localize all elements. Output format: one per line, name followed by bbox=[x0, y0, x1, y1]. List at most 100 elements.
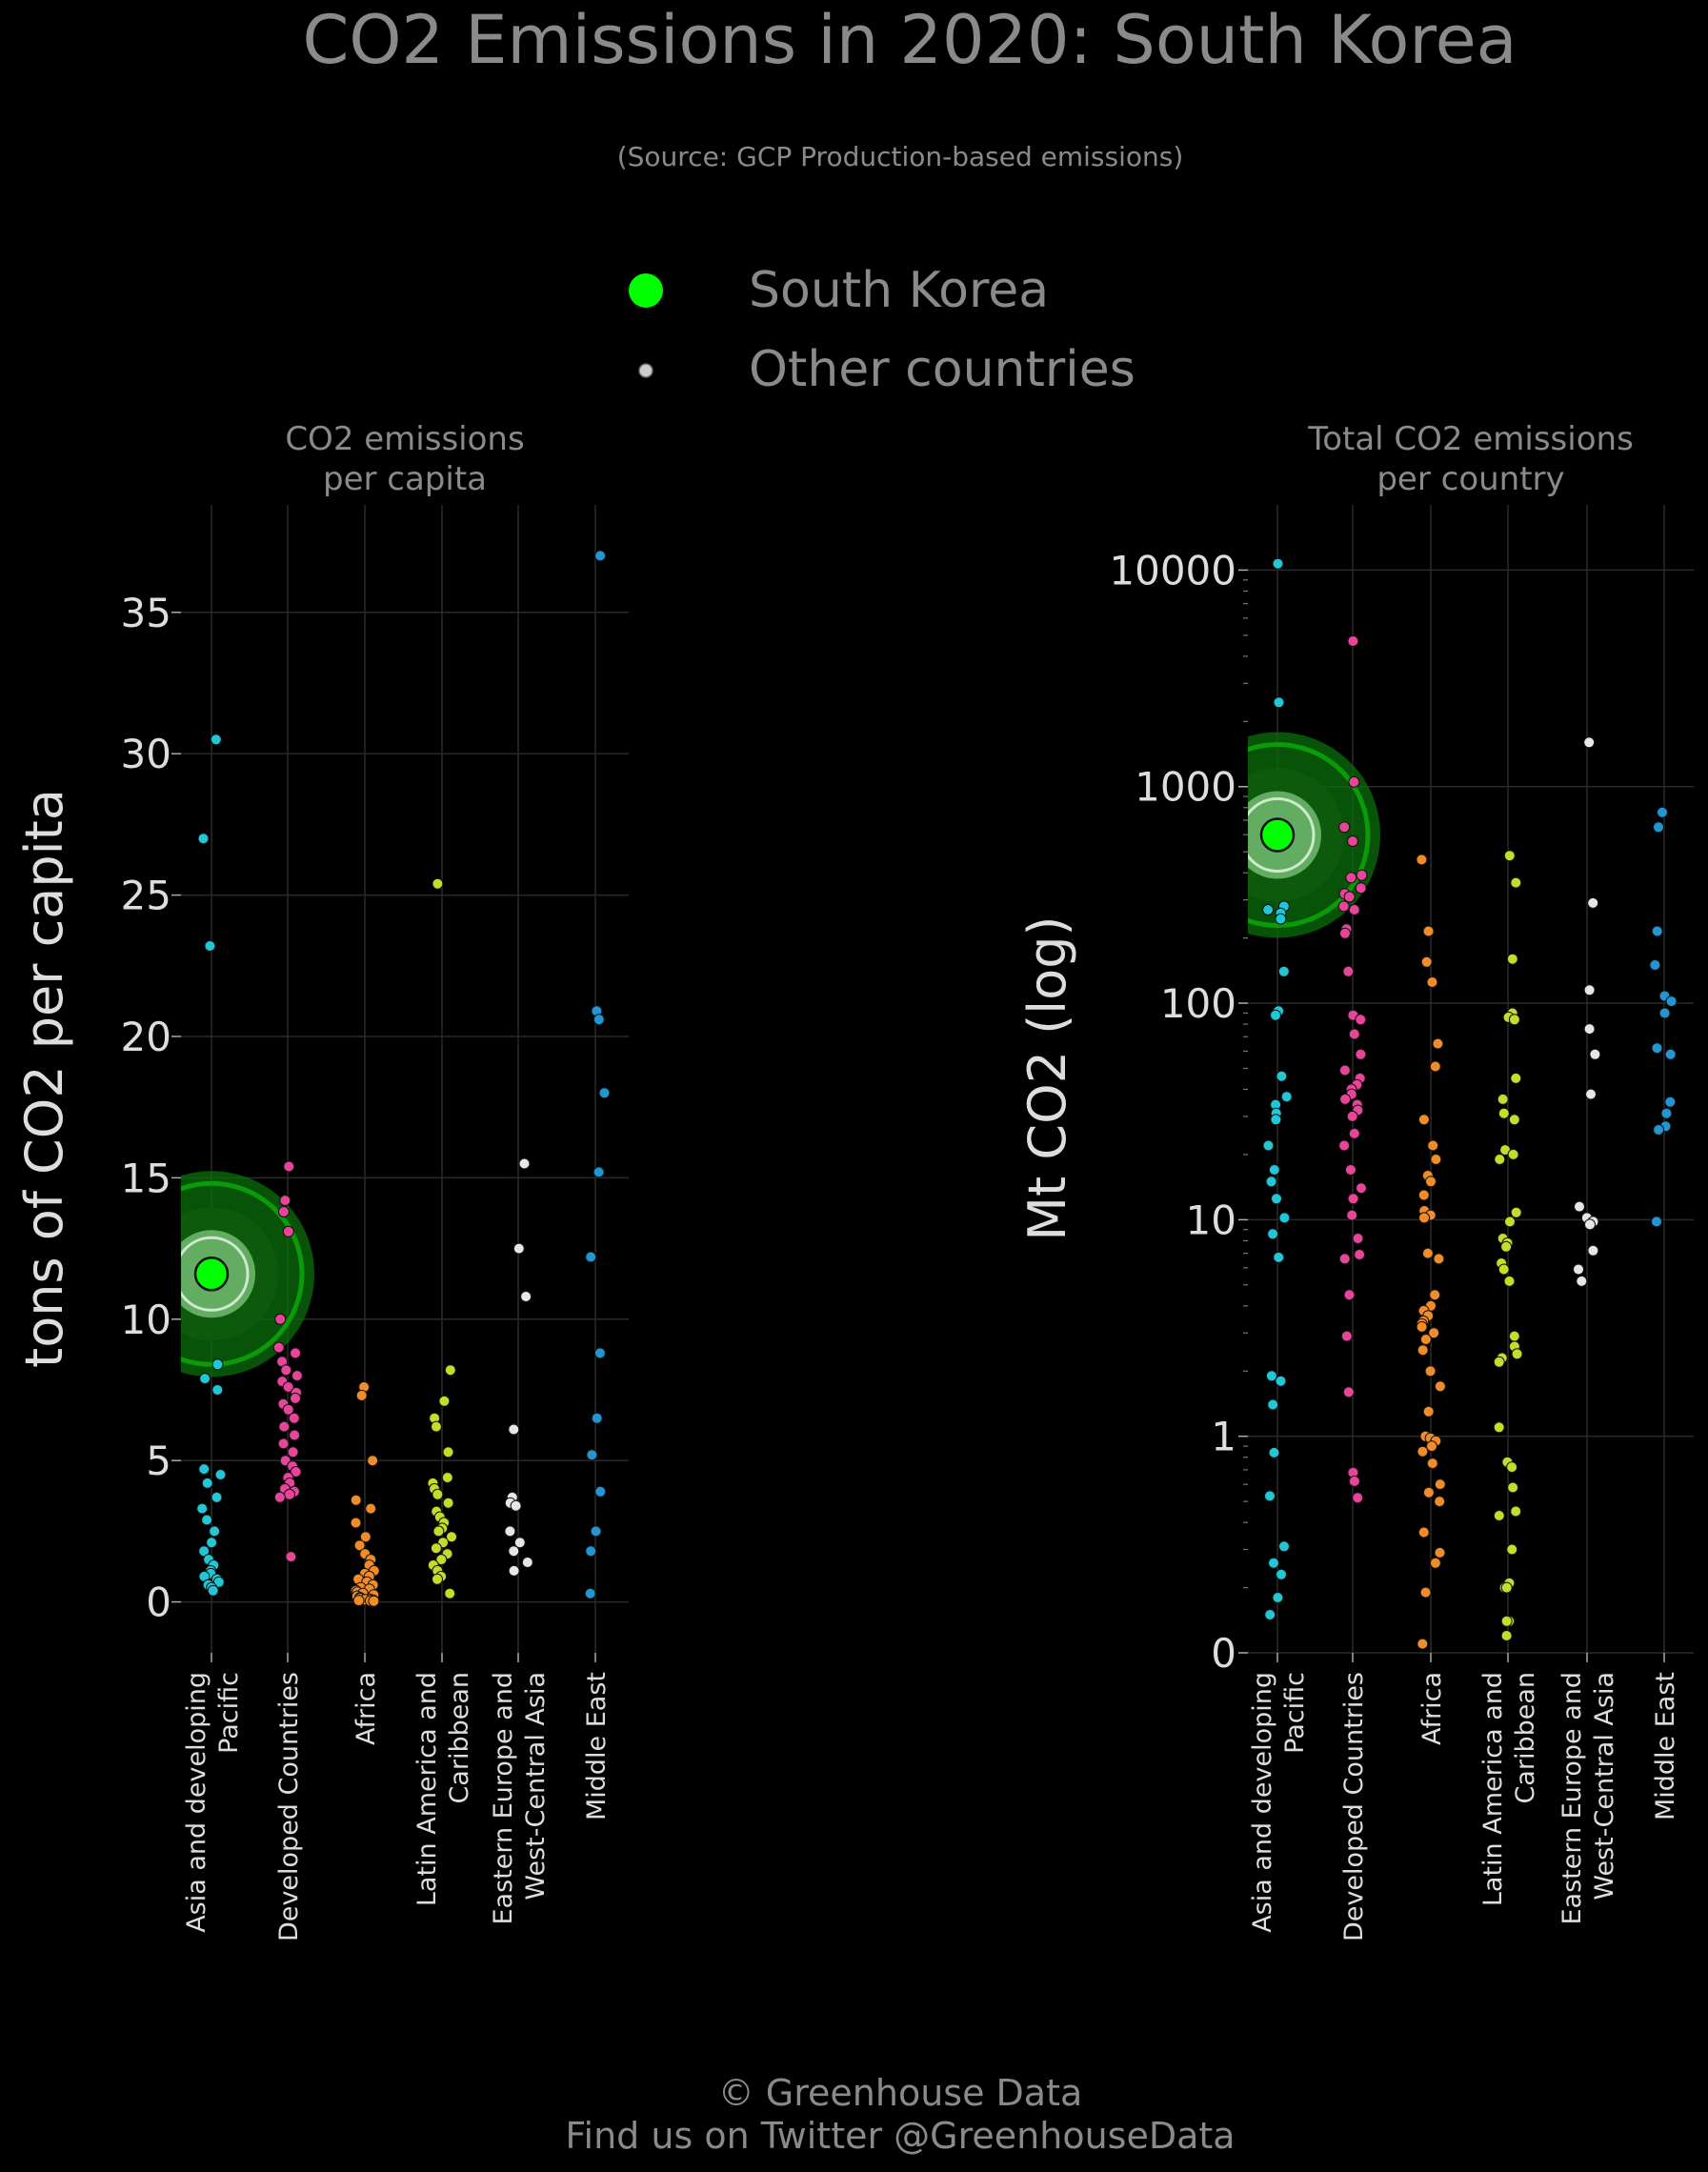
data-point bbox=[1348, 1475, 1360, 1487]
data-point bbox=[1493, 1421, 1505, 1434]
data-point bbox=[1497, 1263, 1510, 1276]
data-point bbox=[1493, 1356, 1505, 1368]
data-point bbox=[1417, 1344, 1429, 1357]
data-point bbox=[1430, 1154, 1442, 1165]
y-tick-label: 35 bbox=[121, 590, 171, 636]
data-point bbox=[1355, 882, 1367, 895]
data-point bbox=[1649, 959, 1661, 971]
data-point bbox=[1347, 1193, 1359, 1205]
data-point bbox=[1337, 900, 1350, 913]
data-point bbox=[206, 1537, 218, 1549]
data-point bbox=[1268, 1557, 1279, 1569]
halo-ring bbox=[181, 1180, 305, 1367]
data-point bbox=[1262, 904, 1275, 915]
data-point bbox=[1338, 1139, 1351, 1152]
y-tick-label: 5 bbox=[146, 1438, 171, 1484]
data-point bbox=[211, 1491, 223, 1503]
data-point bbox=[518, 1157, 531, 1170]
data-point bbox=[285, 1551, 297, 1563]
data-point bbox=[201, 1477, 213, 1489]
data-point bbox=[1272, 1592, 1284, 1603]
data-point bbox=[1344, 1164, 1356, 1176]
data-point bbox=[508, 1564, 520, 1577]
data-point bbox=[214, 1469, 227, 1480]
data-point bbox=[1660, 1107, 1673, 1119]
data-point bbox=[1507, 1481, 1519, 1494]
legend-marker-other bbox=[638, 363, 653, 378]
data-point bbox=[277, 1438, 290, 1450]
data-point bbox=[1658, 1007, 1671, 1019]
data-point bbox=[1264, 1490, 1276, 1502]
data-point bbox=[520, 1291, 532, 1302]
data-point bbox=[282, 1381, 294, 1393]
data-point bbox=[1653, 821, 1664, 834]
data-point bbox=[1422, 1486, 1435, 1498]
y-tick-label: 1 bbox=[1211, 1414, 1236, 1460]
data-point bbox=[367, 1455, 379, 1467]
data-point bbox=[441, 1472, 453, 1483]
data-point bbox=[1510, 1206, 1522, 1218]
data-point bbox=[1587, 1244, 1599, 1257]
data-point bbox=[1342, 965, 1355, 977]
data-point bbox=[209, 1525, 221, 1538]
data-point bbox=[1280, 1091, 1293, 1103]
y-tick-label: 100 bbox=[1160, 980, 1236, 1027]
data-point bbox=[594, 1485, 607, 1498]
data-point bbox=[1275, 913, 1287, 925]
data-point bbox=[1506, 953, 1518, 965]
data-point bbox=[1278, 1540, 1290, 1553]
data-point bbox=[1354, 1249, 1366, 1260]
data-point bbox=[1264, 1609, 1276, 1620]
data-point bbox=[1347, 835, 1358, 847]
data-point bbox=[1434, 1380, 1446, 1393]
data-point bbox=[1265, 1176, 1277, 1188]
data-point bbox=[598, 1087, 611, 1099]
data-point bbox=[1416, 854, 1428, 866]
y-tick-label: 10 bbox=[121, 1297, 171, 1343]
data-point bbox=[1276, 1568, 1287, 1580]
data-point bbox=[198, 1463, 211, 1476]
data-point bbox=[1500, 1581, 1513, 1594]
data-point bbox=[279, 1195, 291, 1207]
data-point bbox=[504, 1525, 516, 1538]
data-point bbox=[1434, 1496, 1446, 1508]
data-point bbox=[1428, 1327, 1440, 1339]
x-category-label: Asia and developing bbox=[1248, 1672, 1277, 1933]
panel-subtitle: Total CO2 emissions bbox=[1307, 420, 1634, 458]
data-point bbox=[1417, 1638, 1429, 1650]
data-point bbox=[1346, 1110, 1358, 1122]
data-point bbox=[1338, 1064, 1351, 1076]
data-point bbox=[1265, 1370, 1277, 1382]
data-point bbox=[1346, 1209, 1358, 1221]
data-point bbox=[1573, 1263, 1584, 1276]
data-point bbox=[204, 940, 216, 952]
data-point bbox=[1339, 927, 1351, 939]
data-point bbox=[1422, 925, 1435, 937]
data-point bbox=[1416, 1320, 1428, 1333]
data-point bbox=[1343, 1289, 1356, 1301]
data-point bbox=[1510, 876, 1522, 889]
x-category-label: Eastern Europe and bbox=[489, 1672, 518, 1925]
data-point bbox=[432, 1488, 444, 1500]
data-point bbox=[1651, 1216, 1662, 1228]
data-point bbox=[1576, 1275, 1588, 1287]
legend-label-highlight: South Korea bbox=[749, 262, 1049, 319]
data-point bbox=[1267, 1228, 1279, 1240]
x-category-label: Latin America and bbox=[1478, 1672, 1508, 1906]
data-point bbox=[288, 1412, 300, 1424]
data-point bbox=[282, 1403, 294, 1416]
data-point bbox=[1494, 1154, 1506, 1165]
data-point bbox=[1356, 1182, 1367, 1195]
data-point bbox=[365, 1502, 377, 1515]
y-axis-label: Mt CO2 (log) bbox=[1017, 915, 1077, 1240]
data-point bbox=[593, 1014, 605, 1026]
data-point bbox=[1273, 1251, 1285, 1263]
data-point bbox=[1506, 1543, 1518, 1556]
data-point bbox=[1651, 1042, 1663, 1055]
data-point bbox=[1510, 1072, 1522, 1084]
data-point bbox=[444, 1364, 456, 1377]
data-point bbox=[444, 1587, 456, 1599]
data-point bbox=[1338, 821, 1351, 834]
data-point bbox=[1664, 1048, 1677, 1060]
